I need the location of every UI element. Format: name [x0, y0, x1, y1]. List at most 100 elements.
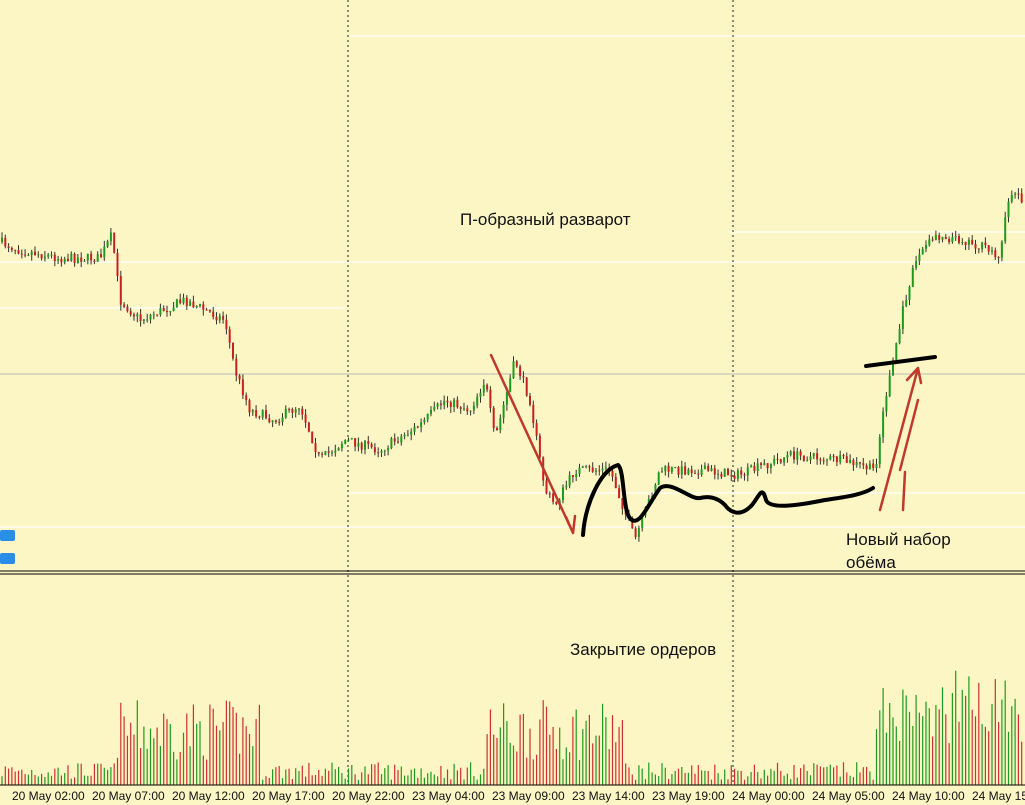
- candle-body: [364, 441, 366, 450]
- trade-icon[interactable]: [0, 553, 15, 564]
- candle-body: [241, 379, 244, 396]
- candle-body: [505, 392, 508, 405]
- candle-body: [934, 235, 937, 240]
- arrow-drawing: [898, 398, 920, 512]
- candle-body: [301, 408, 304, 415]
- candle-body: [654, 484, 657, 496]
- candle-body: [604, 467, 607, 469]
- candle-body: [878, 437, 881, 465]
- candle-body: [548, 493, 551, 495]
- x-tick-label: 20 May 12:00: [172, 789, 245, 803]
- candle-body: [552, 493, 555, 502]
- candle-body: [255, 410, 258, 417]
- candle-body: [459, 407, 462, 410]
- candle-body: [146, 319, 149, 321]
- candle-body: [832, 456, 835, 458]
- candle-body: [809, 456, 812, 461]
- x-tick-label: 23 May 09:00: [492, 789, 565, 803]
- candle-body: [713, 468, 716, 475]
- candle-body: [578, 467, 581, 474]
- candle-body: [492, 407, 495, 429]
- candle-body: [466, 408, 469, 412]
- candle-body: [575, 473, 578, 478]
- candle-body: [400, 436, 403, 443]
- candle-body: [538, 435, 541, 458]
- annotation: Новый набор: [846, 530, 951, 549]
- candle-body: [845, 456, 848, 463]
- arrow-drawing: [489, 353, 577, 535]
- candle-body: [294, 409, 297, 413]
- candle-body: [875, 464, 878, 469]
- candle-body: [423, 419, 426, 423]
- candle-body: [806, 460, 809, 462]
- candle-body: [162, 307, 165, 312]
- candle-body: [265, 410, 267, 419]
- candle-body: [581, 466, 584, 468]
- candle-body: [205, 309, 208, 311]
- annotation: обёма: [846, 553, 896, 572]
- candle-body: [235, 358, 238, 376]
- candle-body: [766, 463, 769, 469]
- candle-body: [967, 239, 970, 246]
- candle-body: [680, 466, 683, 475]
- candle-body: [931, 239, 934, 241]
- candle-body: [344, 440, 347, 444]
- candle-body: [730, 475, 733, 477]
- candle-body: [83, 260, 86, 262]
- candle-body: [340, 443, 343, 449]
- candle-body: [291, 409, 294, 413]
- candle-body: [439, 403, 442, 406]
- candle-body: [849, 459, 852, 463]
- candle-body: [67, 258, 69, 261]
- candle-body: [347, 439, 350, 441]
- candle-body: [489, 389, 492, 408]
- candle-body: [974, 244, 977, 249]
- candle-body: [367, 441, 370, 445]
- candle-body: [736, 470, 739, 479]
- candle-body: [829, 456, 832, 460]
- trade-icon[interactable]: [0, 530, 15, 541]
- candle-body: [119, 275, 122, 305]
- candle-body: [383, 450, 386, 452]
- candle-body: [555, 501, 558, 505]
- candle-body: [905, 299, 908, 307]
- candle-body: [228, 329, 231, 343]
- x-tick-label: 24 May 05:00: [812, 789, 885, 803]
- candle-body: [872, 463, 875, 469]
- candle-body: [416, 426, 419, 428]
- candle-body: [908, 286, 911, 300]
- candle-body: [397, 441, 399, 443]
- candle-body: [789, 451, 792, 455]
- candle-body: [261, 410, 264, 418]
- candle-body: [892, 360, 894, 376]
- candle-body: [106, 241, 109, 247]
- candle-body: [43, 256, 46, 259]
- x-tick-label: 24 May 15: [972, 789, 1025, 803]
- candle-body: [274, 420, 277, 422]
- drawings: [489, 353, 937, 537]
- candle-body: [321, 453, 324, 455]
- candle-body: [634, 528, 637, 538]
- candle-body: [499, 418, 502, 431]
- candle-body: [298, 408, 300, 410]
- candle-body: [859, 462, 861, 464]
- candle-body: [202, 304, 205, 310]
- candle-body: [901, 306, 904, 329]
- candle-body: [199, 304, 201, 306]
- candle-body: [779, 459, 782, 463]
- candle-body: [387, 448, 390, 451]
- candle-body: [746, 467, 749, 476]
- candle-body: [185, 297, 188, 306]
- candle-body: [40, 254, 43, 259]
- candle-body: [496, 428, 498, 431]
- candle-body: [96, 254, 99, 262]
- candle-body: [152, 314, 155, 316]
- candle-body: [1, 237, 3, 242]
- candle-body: [571, 475, 574, 478]
- candle-body: [918, 254, 921, 262]
- candle-body: [835, 456, 838, 463]
- x-tick-label: 23 May 19:00: [652, 789, 725, 803]
- candle-body: [971, 239, 974, 245]
- candle-body: [684, 466, 687, 475]
- candle-body: [133, 314, 135, 317]
